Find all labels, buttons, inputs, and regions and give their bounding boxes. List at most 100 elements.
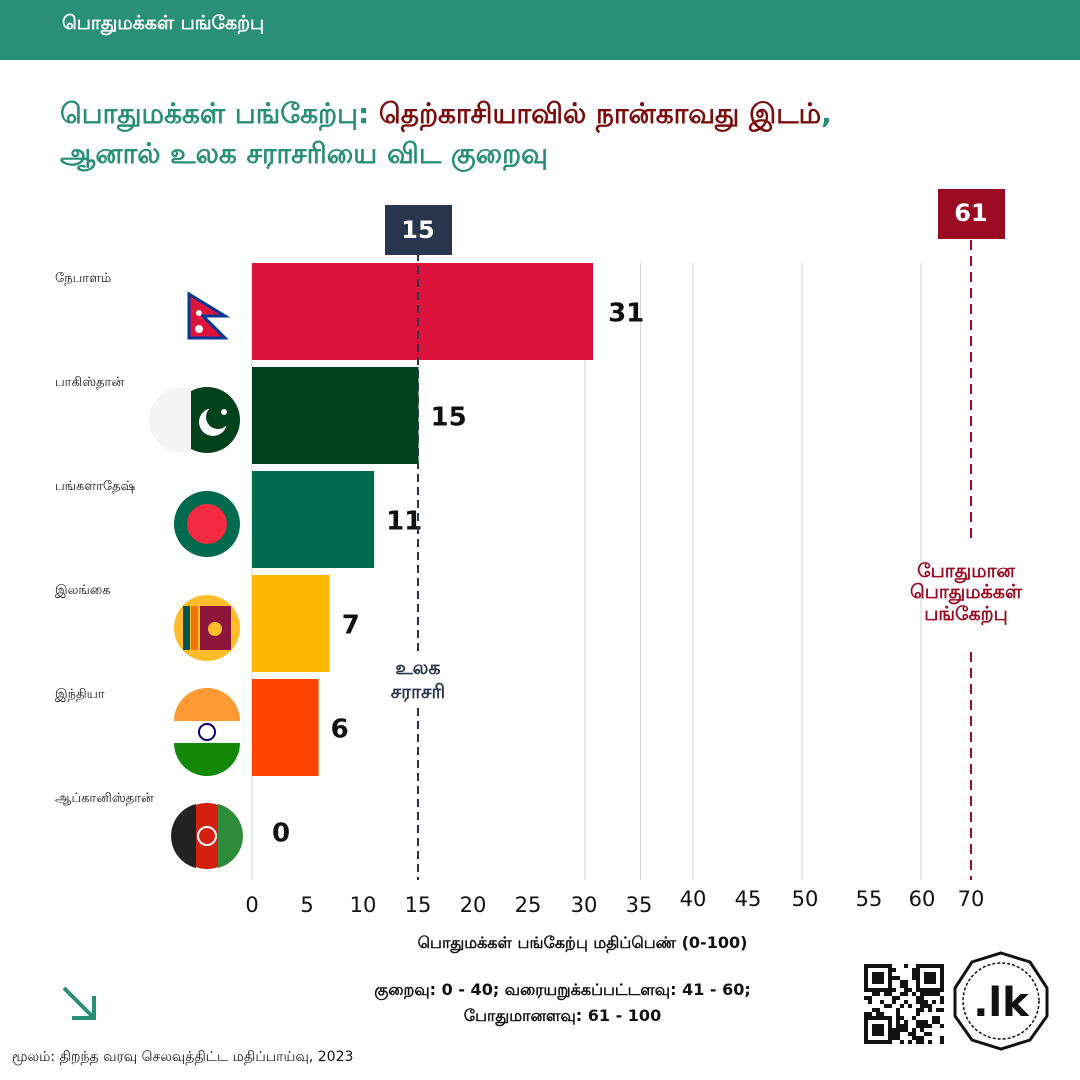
score-legend: குறைவு: 0 - 40; வரையறுக்கப்பட்டளவு: 41 -… (0, 977, 1080, 1029)
qr-module (936, 992, 940, 996)
qr-module (896, 1036, 900, 1040)
qr-module (904, 992, 908, 996)
qr-module (872, 992, 876, 996)
qr-module (940, 1008, 944, 1012)
qr-module (928, 1032, 932, 1036)
flag-crescent-cut (206, 405, 230, 429)
world-average-badge (385, 205, 452, 255)
qr-module (916, 996, 920, 1000)
adequate-label: பங்கேற்பு (924, 603, 1008, 625)
flag-sun (195, 325, 203, 333)
flag-nepal-icon (187, 291, 231, 340)
qr-module (928, 1040, 932, 1044)
adequate-label: போதுமான (917, 560, 1015, 584)
qr-module (900, 980, 904, 984)
qr-module (884, 992, 888, 996)
flag-pakistan-icon (149, 387, 240, 453)
flag-bangladesh-icon (174, 491, 240, 557)
qr-module (916, 1020, 920, 1024)
title-highlight: தெற்காசியாவில் நான்காவது இடம் (378, 97, 822, 130)
flag-disc (187, 504, 227, 544)
qr-module (908, 1004, 912, 1008)
qr-module (884, 1004, 888, 1008)
qr-module (940, 996, 944, 1000)
x-axis-label: பொதுமக்கள் பங்கேற்பு மதிப்பெண் (0-100) (417, 933, 748, 952)
qr-module (896, 996, 900, 1000)
qr-module (928, 992, 932, 996)
qr-module (920, 1004, 924, 1008)
logo-text: .lk (973, 980, 1030, 1026)
data-label: 7 (342, 611, 360, 641)
qr-module (888, 992, 892, 996)
qr-module (892, 1036, 896, 1040)
x-tick-label: 5 (300, 893, 313, 917)
qr-module (928, 1008, 932, 1012)
qr-module (896, 1020, 900, 1024)
qr-module (912, 972, 916, 976)
qr-module (936, 1016, 940, 1020)
qr-module (920, 1024, 924, 1028)
qr-module (912, 1028, 916, 1032)
qr-module (924, 1032, 928, 1036)
x-tick-label: 10 (350, 893, 377, 917)
qr-module (920, 992, 924, 996)
qr-module (904, 964, 908, 968)
title-line-2: ஆனால் உலக சராசரியை விட குறைவு (60, 137, 548, 170)
category-label: நேபாளம் (55, 271, 111, 286)
data-label: 11 (386, 507, 422, 537)
qr-module (876, 1008, 880, 1012)
flag-green (174, 743, 240, 776)
qr-module (940, 1000, 944, 1004)
qr-module (920, 996, 924, 1000)
qr-module (916, 1012, 920, 1016)
qr-module (896, 1012, 900, 1016)
flag-saffron (174, 688, 240, 721)
qr-module (900, 1004, 904, 1008)
qr-module (940, 1040, 944, 1044)
qr-module (912, 992, 916, 996)
qr-module (872, 1008, 876, 1012)
qr-code[interactable] (864, 964, 944, 1044)
flag-black (171, 804, 196, 868)
qr-module (936, 1008, 940, 1012)
flag-chakra (198, 723, 216, 741)
qr-module (900, 1024, 904, 1028)
qr-module (932, 1020, 936, 1024)
qr-module (924, 992, 928, 996)
qr-module (904, 984, 908, 988)
bar (252, 367, 419, 464)
category-label: பங்களாதேஷ் (55, 479, 135, 494)
qr-module (936, 1020, 940, 1024)
world-average-label: உலக (395, 657, 440, 679)
flag-emblem (197, 826, 217, 846)
arrow-down-right-icon (62, 986, 96, 1020)
world-average-value: 15 (401, 216, 434, 244)
qr-module (916, 1040, 920, 1044)
qr-module (900, 992, 904, 996)
qr-module (912, 968, 916, 972)
adequate-label: பொதுமக்கள் (910, 581, 1023, 605)
bar (252, 679, 319, 776)
category-label: இலங்கை (55, 583, 110, 598)
qr-module (864, 996, 868, 1000)
qr-module (892, 1032, 896, 1036)
qr-module (868, 1012, 872, 1016)
qr-finder-core (872, 1024, 884, 1036)
adequate-badge (938, 189, 1005, 239)
qr-module (920, 1020, 924, 1024)
qr-module (904, 1020, 908, 1024)
qr-module (932, 1000, 936, 1004)
qr-module (916, 1008, 920, 1012)
qr-module (900, 1016, 904, 1020)
qr-module (896, 1024, 900, 1028)
qr-module (868, 996, 872, 1000)
qr-module (896, 1008, 900, 1012)
qr-module (904, 1024, 908, 1028)
qr-module (912, 1016, 916, 1020)
x-tick-label: 55 (856, 887, 883, 911)
qr-module (924, 1004, 928, 1008)
source-note: மூலம்: திறந்த வரவு செலவுத்திட்ட மதிப்பாய… (12, 1049, 354, 1065)
x-tick-label: 70 (958, 887, 985, 911)
qr-module (864, 1012, 868, 1016)
header-bar: பொதுமக்கள் பங்கேற்பு (0, 0, 1080, 60)
